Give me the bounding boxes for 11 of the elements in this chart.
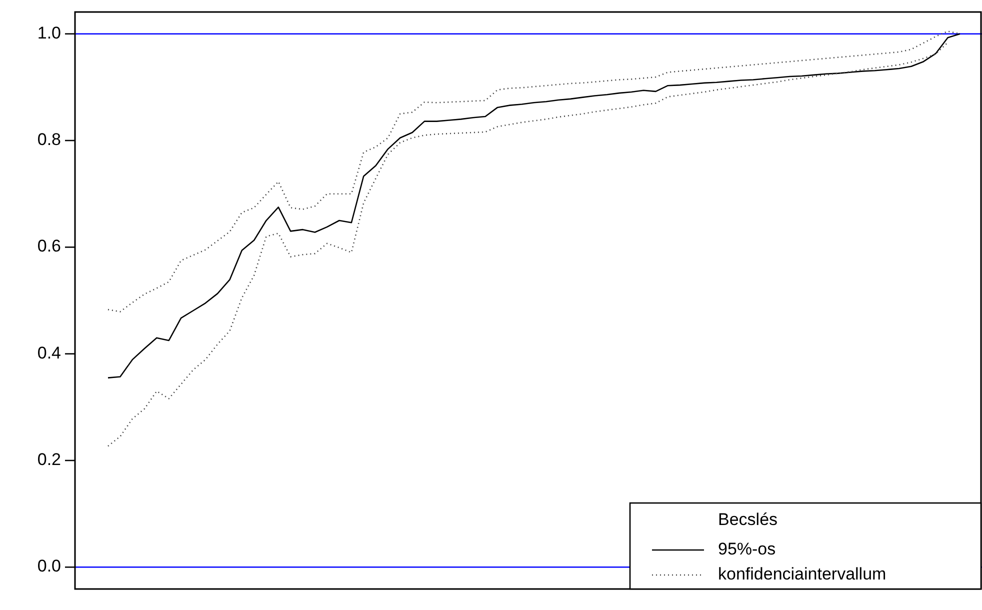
line-series <box>107 42 948 447</box>
y-tick-label: 0.4 <box>37 343 61 362</box>
y-tick-label: 0.8 <box>37 130 61 150</box>
y-tick-label: 0.0 <box>37 556 61 576</box>
y-tick-label: 1.0 <box>37 23 61 42</box>
y-tick-label: 0.2 <box>37 450 61 469</box>
legend-title: Becslés <box>718 510 778 529</box>
legend-label: konfidenciaintervallum <box>718 564 886 584</box>
legend-label: 95%-os <box>718 539 776 558</box>
y-tick-label: 0.6 <box>37 236 61 256</box>
line-series <box>107 33 961 378</box>
